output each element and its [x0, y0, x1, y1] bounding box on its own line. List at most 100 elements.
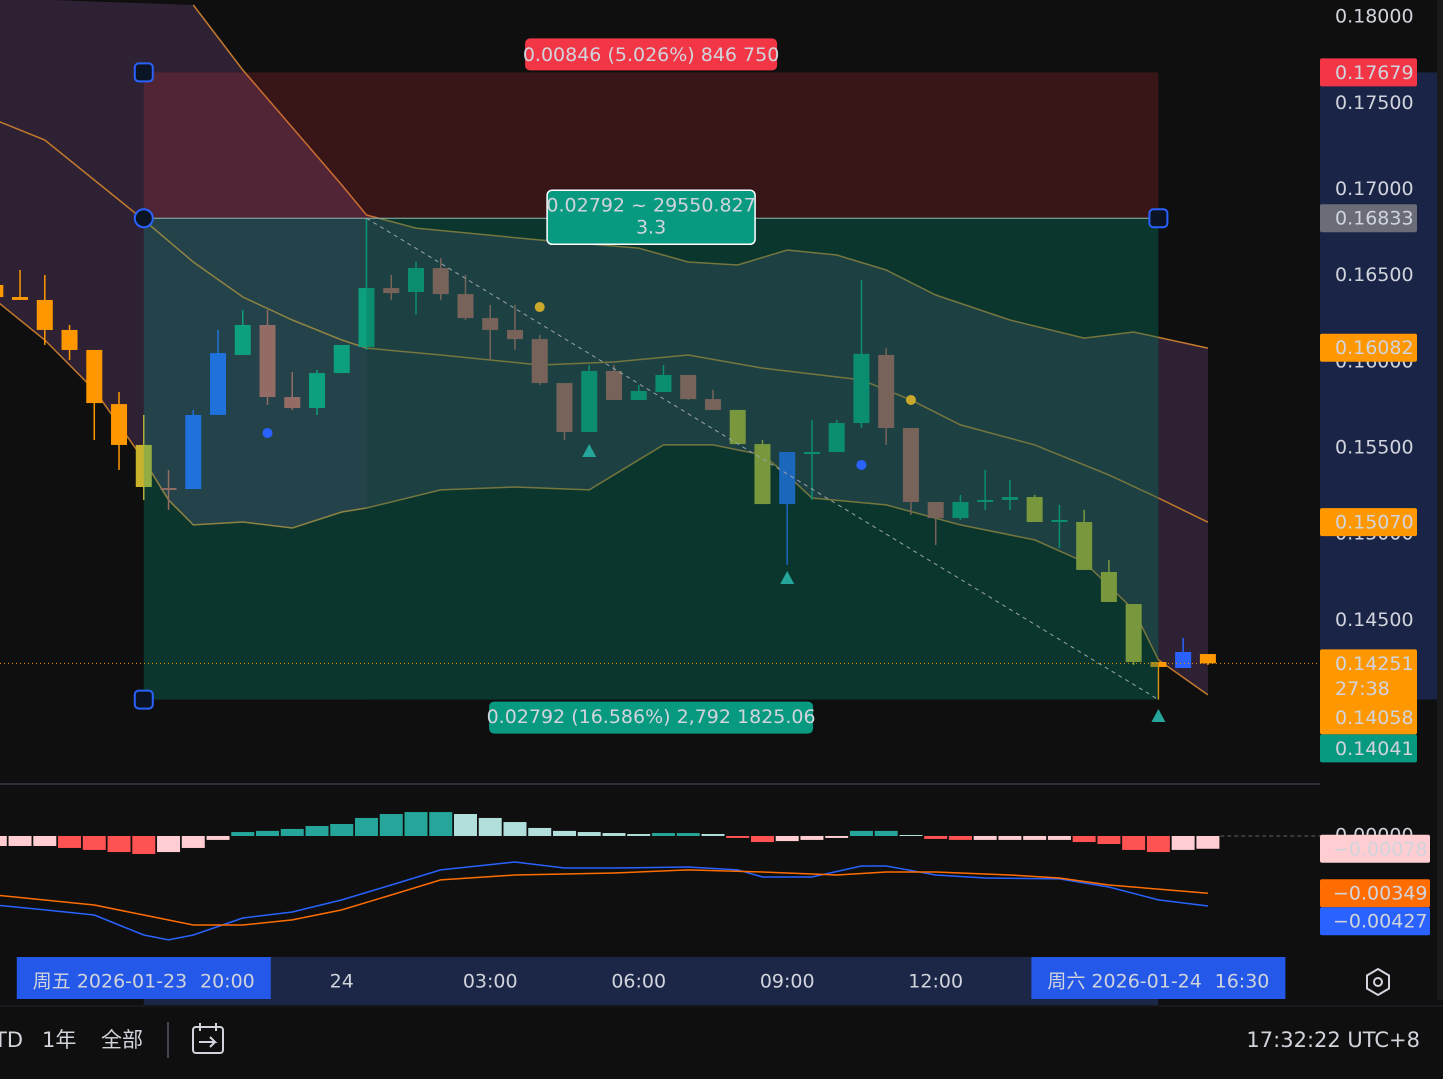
- x-tick-label: 24: [330, 971, 354, 993]
- signal-dot: [856, 459, 867, 470]
- price-tag: [1320, 649, 1417, 735]
- candle-body: [432, 268, 449, 295]
- candle-body: [927, 502, 944, 519]
- macd-histogram-bar: [627, 834, 651, 836]
- macd-histogram-bar: [82, 835, 106, 850]
- price-tag: [1320, 734, 1417, 763]
- candle-body: [309, 373, 326, 409]
- macd-histogram-bar: [157, 835, 181, 853]
- macd-histogram-bar: [8, 835, 32, 846]
- macd-histogram-bar: [305, 825, 329, 836]
- macd-histogram-bar: [132, 835, 156, 855]
- range-button[interactable]: 全部: [101, 1028, 143, 1052]
- x-tick-label: 12:00: [908, 971, 963, 993]
- y-tick-label: 0.18000: [1335, 6, 1414, 28]
- candle-body: [86, 349, 103, 404]
- range-button[interactable]: 1年: [42, 1028, 76, 1052]
- bollinger-line: [192, 4, 1209, 349]
- position-label-box: [489, 701, 814, 734]
- position-axis-highlight: [1320, 72, 1437, 700]
- candle-body: [605, 370, 622, 400]
- macd-histogram-bar: [0, 835, 7, 846]
- macd-histogram-bar: [33, 835, 57, 846]
- target-zone: [143, 218, 1159, 700]
- macd-tag-label: −0.00349: [1333, 883, 1428, 905]
- macd-histogram-bar: [924, 835, 948, 839]
- drag-handle[interactable]: [1148, 208, 1169, 229]
- macd-histogram-bar: [701, 834, 725, 836]
- crosshair-date: 周六 2026-01-24: [1047, 971, 1201, 993]
- candle-body: [977, 499, 994, 503]
- macd-pane: [0, 812, 1220, 941]
- settings-icon[interactable]: [1366, 967, 1390, 997]
- macd-histogram-bar: [280, 828, 304, 836]
- macd-histogram-bar: [800, 835, 824, 840]
- macd-histogram-bar: [750, 835, 774, 843]
- macd-histogram-bar: [775, 835, 799, 842]
- drag-handle[interactable]: [133, 62, 154, 83]
- candle-body: [1125, 604, 1142, 662]
- candle-body: [630, 390, 647, 400]
- target-label: 0.02792 (16.586%) 2,792 1825.06: [487, 706, 816, 728]
- macd-histogram-bar: [478, 817, 502, 836]
- range-button[interactable]: TD: [0, 1028, 23, 1052]
- scrollbar: [1437, 0, 1443, 1000]
- candle-body: [135, 444, 152, 488]
- price-tag: [1320, 58, 1417, 87]
- position-time-highlight: [143, 957, 1159, 1005]
- candle-body: [779, 452, 796, 505]
- candle-body: [12, 297, 29, 300]
- signal-dot: [905, 394, 916, 405]
- x-tick-label: 06:00: [611, 971, 666, 993]
- x-tick-label: 09:00: [760, 971, 815, 993]
- candle-body: [457, 294, 474, 319]
- price-tag-label: 0.14041: [1335, 738, 1414, 760]
- candle-body: [234, 324, 251, 355]
- candle-body: [704, 399, 721, 410]
- macd-histogram-bar: [726, 835, 750, 838]
- drag-handle[interactable]: [133, 208, 154, 229]
- countdown: 27:38: [1335, 678, 1390, 700]
- macd-histogram-bar: [1196, 835, 1220, 849]
- y-tick-label: 0.17500: [1335, 92, 1414, 114]
- calendar-frame: [192, 1026, 224, 1054]
- bollinger-line: [0, 121, 1209, 523]
- candle-body: [680, 374, 697, 400]
- crosshair-time: 16:30: [1215, 971, 1270, 993]
- macd-histogram-bar: [874, 830, 898, 836]
- price-tag-extra: 0.14058: [1335, 707, 1414, 729]
- clock: 17:32:22 UTC+8: [1246, 1028, 1420, 1052]
- candle-body: [185, 414, 202, 490]
- crosshair-time-box: [1031, 957, 1286, 999]
- price-axis: 0.180000.175000.170000.165000.160000.155…: [1320, 0, 1443, 1005]
- candle-body: [383, 288, 400, 294]
- y-tick-label: 0.16500: [1335, 264, 1414, 286]
- y-tick-label: 0.17000: [1335, 178, 1414, 200]
- candle-body: [259, 324, 276, 398]
- band-fill: [0, 0, 1208, 695]
- macd-line: [0, 861, 1208, 941]
- macd-histogram-bar: [973, 835, 997, 840]
- candle-body: [160, 488, 177, 491]
- macd-tag: [1320, 879, 1430, 908]
- signal-dot: [534, 302, 545, 313]
- macd-histogram-bar: [552, 830, 576, 836]
- macd-histogram-bar: [1122, 835, 1146, 850]
- goto-date-icon[interactable]: [192, 1023, 224, 1054]
- macd-histogram-bar: [899, 835, 923, 836]
- candle-body: [284, 397, 301, 409]
- macd-histogram-bar: [503, 822, 527, 836]
- candle-body: [853, 353, 870, 424]
- macd-histogram-bar: [58, 835, 82, 848]
- price-tag: [1320, 508, 1417, 537]
- candle-body: [1051, 519, 1068, 522]
- macd-histogram-bar: [256, 830, 280, 836]
- drag-handle[interactable]: [133, 689, 154, 710]
- price-tag: [1320, 333, 1417, 362]
- stop-label: 0.00846 (5.026%) 846 750: [523, 44, 780, 66]
- bollinger-line: [0, 302, 1209, 696]
- calendar-arrow: [199, 1023, 218, 1048]
- price-pane: [0, 0, 1320, 722]
- candle-body: [556, 383, 573, 433]
